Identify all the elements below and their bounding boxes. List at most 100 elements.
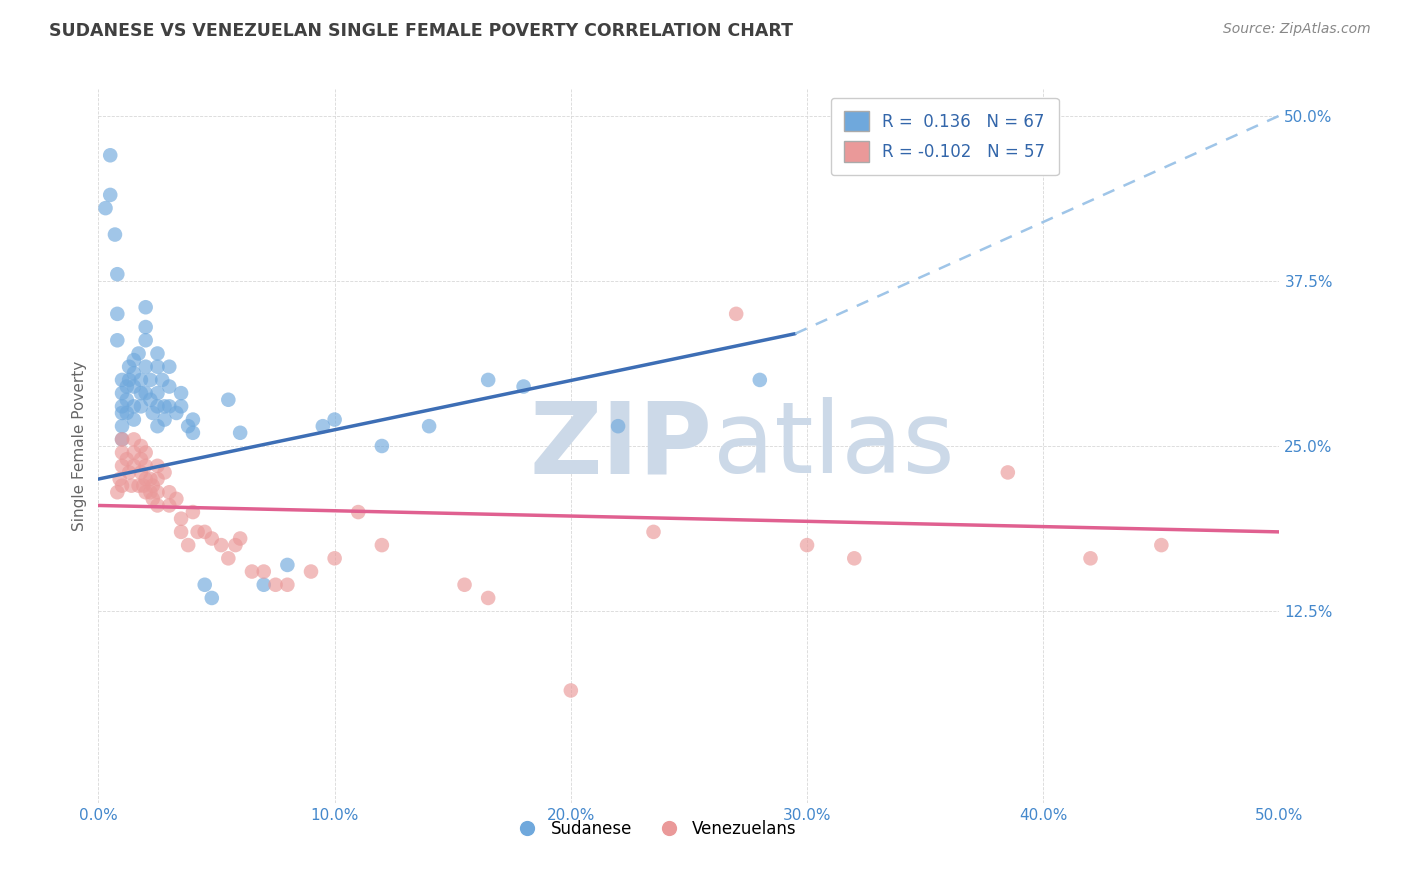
Point xyxy=(643,524,665,539)
Point xyxy=(135,472,157,486)
Point xyxy=(118,373,141,387)
Point xyxy=(229,532,252,546)
Point xyxy=(115,379,138,393)
Point xyxy=(135,359,157,374)
Point xyxy=(115,452,138,467)
Point xyxy=(146,472,169,486)
Point xyxy=(118,466,141,480)
Point xyxy=(146,419,169,434)
Point xyxy=(477,591,499,605)
Point xyxy=(725,307,748,321)
Point xyxy=(146,400,169,414)
Point xyxy=(104,227,127,242)
Point xyxy=(997,466,1019,480)
Point xyxy=(115,406,138,420)
Point xyxy=(157,499,180,513)
Point xyxy=(121,478,143,492)
Point xyxy=(170,524,193,539)
Point xyxy=(170,400,193,414)
Point xyxy=(94,201,117,215)
Text: ZIP: ZIP xyxy=(530,398,713,494)
Point xyxy=(560,683,582,698)
Point xyxy=(135,445,157,459)
Point xyxy=(146,359,169,374)
Point xyxy=(217,551,239,566)
Point xyxy=(209,538,232,552)
Point xyxy=(371,439,394,453)
Point xyxy=(129,373,152,387)
Point xyxy=(607,419,630,434)
Point xyxy=(111,433,134,447)
Point xyxy=(98,188,121,202)
Point xyxy=(512,379,534,393)
Point xyxy=(135,300,157,314)
Point xyxy=(371,538,394,552)
Point xyxy=(146,499,169,513)
Point xyxy=(453,578,475,592)
Point xyxy=(170,511,193,525)
Legend: Sudanese, Venezuelans: Sudanese, Venezuelans xyxy=(503,814,803,845)
Point xyxy=(135,458,157,473)
Point xyxy=(153,412,176,426)
Point xyxy=(181,425,204,440)
Point xyxy=(253,565,276,579)
Point xyxy=(170,386,193,401)
Point xyxy=(129,466,152,480)
Point xyxy=(132,478,155,492)
Point xyxy=(177,419,200,434)
Point xyxy=(181,505,204,519)
Text: Source: ZipAtlas.com: Source: ZipAtlas.com xyxy=(1223,22,1371,37)
Point xyxy=(129,386,152,401)
Point xyxy=(844,551,866,566)
Text: SUDANESE VS VENEZUELAN SINGLE FEMALE POVERTY CORRELATION CHART: SUDANESE VS VENEZUELAN SINGLE FEMALE POV… xyxy=(49,22,793,40)
Point xyxy=(128,478,150,492)
Point xyxy=(153,466,176,480)
Point xyxy=(299,565,322,579)
Point xyxy=(253,578,276,592)
Point xyxy=(111,458,134,473)
Point xyxy=(111,386,134,401)
Point xyxy=(122,412,145,426)
Point xyxy=(128,346,150,360)
Point xyxy=(312,419,335,434)
Point xyxy=(194,578,217,592)
Point xyxy=(264,578,287,592)
Point xyxy=(129,400,152,414)
Point xyxy=(122,433,145,447)
Point xyxy=(111,406,134,420)
Point xyxy=(1150,538,1173,552)
Point xyxy=(157,379,180,393)
Point xyxy=(477,373,499,387)
Point xyxy=(181,412,204,426)
Point xyxy=(165,491,187,506)
Point xyxy=(323,412,346,426)
Point xyxy=(229,425,252,440)
Point xyxy=(111,419,134,434)
Text: atlas: atlas xyxy=(713,398,955,494)
Point xyxy=(748,373,770,387)
Point xyxy=(146,485,169,500)
Point xyxy=(122,458,145,473)
Point xyxy=(122,379,145,393)
Point xyxy=(194,524,217,539)
Point xyxy=(135,386,157,401)
Point xyxy=(139,485,162,500)
Point xyxy=(118,359,141,374)
Point xyxy=(276,558,298,572)
Point xyxy=(111,433,134,447)
Point xyxy=(418,419,440,434)
Point xyxy=(105,267,128,281)
Point xyxy=(796,538,818,552)
Point xyxy=(157,359,180,374)
Point xyxy=(115,392,138,407)
Y-axis label: Single Female Poverty: Single Female Poverty xyxy=(72,361,87,531)
Point xyxy=(157,485,180,500)
Point xyxy=(98,148,121,162)
Point xyxy=(129,439,152,453)
Point xyxy=(135,333,157,347)
Point xyxy=(201,532,224,546)
Point xyxy=(139,472,162,486)
Point xyxy=(276,578,298,592)
Point xyxy=(142,478,165,492)
Point xyxy=(142,406,165,420)
